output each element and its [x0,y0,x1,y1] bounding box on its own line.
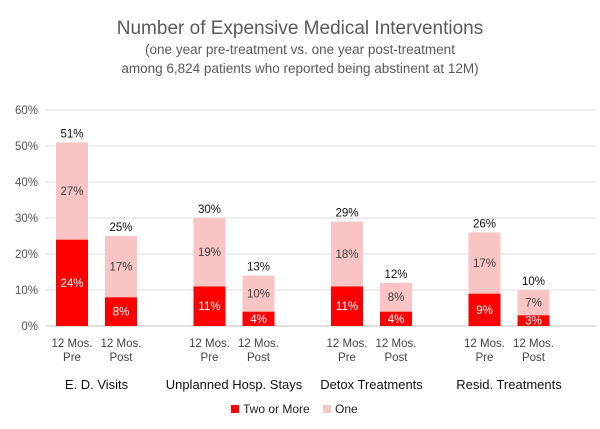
data-label-total: 12% [384,269,407,281]
data-label-one: 19% [198,247,221,259]
category-label-line-2: Pre [201,352,219,364]
bar-segment-one [468,232,501,294]
legend-swatch-two-or-more [231,405,239,413]
chart-title: Number of Expensive Medical Intervention… [117,18,483,39]
data-label-two-or-more: 11% [198,301,220,313]
y-tick-label: 20% [15,249,38,261]
legend-label-one: One [335,402,358,416]
y-axis: 0% 10% 20% 30% 40% 50% 60% [15,105,38,333]
group-label: Resid. Treatments [456,377,562,392]
category-label-line-1: 12 Mos. [327,338,368,350]
bar-segment-one [331,221,363,287]
data-label-two-or-more: 3% [525,316,542,328]
legend: Two or More One [231,402,358,416]
y-tick-label: 60% [15,105,38,117]
data-label-total: 10% [522,276,545,288]
bar-segment-one [517,290,550,316]
bar-segment-one [105,236,137,298]
data-label-two-or-more: 8% [113,307,130,319]
y-tick-label: 40% [15,177,38,189]
data-label-one: 17% [109,262,132,274]
bar-segment-two-or-more [517,315,550,326]
y-tick-label: 0% [21,321,38,333]
bar-segment-two-or-more [468,293,501,326]
bar-segment-two-or-more [331,286,363,326]
category-label-line-1: 12 Mos. [376,338,417,350]
bar-segment-one [380,282,412,312]
category-label-line-2: Pre [63,352,81,364]
data-label-total: 51% [60,128,83,140]
bar-segment-one [56,142,88,240]
bar-segment-two-or-more [193,286,226,326]
data-label-one: 8% [388,292,405,304]
chart-subtitle-line-1: (one year pre-treatment vs. one year pos… [145,42,455,57]
bar-segment-one [242,275,275,312]
bar-segment-two-or-more [380,311,412,326]
y-tick-label: 30% [15,213,38,225]
category-label-line-2: Post [384,352,408,364]
data-label-two-or-more: 4% [388,314,405,326]
data-label-total: 29% [335,208,358,220]
category-label-line-1: 12 Mos. [101,338,142,350]
category-label-line-2: Pre [476,352,494,364]
data-label-two-or-more: 4% [250,314,267,326]
chart-subtitle-line-2: among 6,824 patients who reported being … [121,61,478,76]
data-label-one: 7% [525,298,542,310]
bar-segment-two-or-more [56,239,88,326]
data-label-total: 30% [198,204,221,216]
data-label-two-or-more: 24% [60,278,83,290]
data-label-total: 26% [473,218,496,230]
category-label-line-2: Pre [338,352,356,364]
data-label-one: 18% [335,249,358,261]
bars: 24% 27% 51% 8% 17% 25% 11% 19% 30% 4% 10% 13% 11% 18%… [56,128,550,328]
y-tick-label: 50% [15,141,38,153]
y-tick-label: 10% [15,285,38,297]
data-label-one: 27% [60,186,83,198]
category-label-line-1: 12 Mos. [238,338,279,350]
group-label: E. D. Visits [65,377,129,392]
bar-segment-one [193,218,226,287]
gridlines [46,109,596,327]
bar-segment-two-or-more [242,311,275,326]
data-label-total: 13% [247,262,270,274]
data-label-total: 25% [109,222,132,234]
category-label-line-1: 12 Mos. [189,338,230,350]
category-label-line-1: 12 Mos. [513,338,554,350]
bar-segment-two-or-more [105,297,137,326]
category-label-line-2: Post [109,352,133,364]
data-label-one: 17% [473,258,496,270]
data-label-one: 10% [247,289,270,301]
group-label: Unplanned Hosp. Stays [166,377,303,392]
group-label: Detox Treatments [320,377,423,392]
category-label-line-1: 12 Mos. [464,338,505,350]
legend-swatch-one [323,405,331,413]
legend-label-two-or-more: Two or More [243,402,310,416]
category-label-line-1: 12 Mos. [52,338,93,350]
data-label-two-or-more: 11% [336,301,358,313]
category-label-line-2: Post [247,352,271,364]
category-labels: 12 Mos. Pre 12 Mos. Post E. D. Visits 12 Mos.… [52,338,563,392]
category-label-line-2: Post [522,352,546,364]
data-label-two-or-more: 9% [476,305,493,317]
